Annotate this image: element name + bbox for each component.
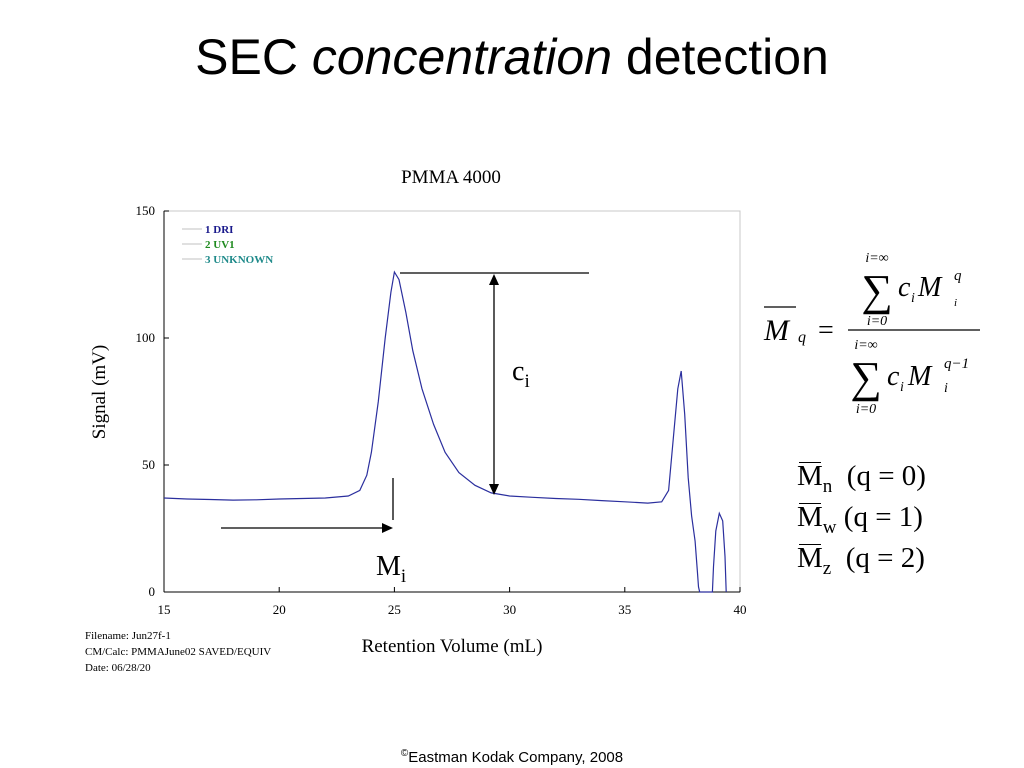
num-c-sub: i <box>911 291 915 306</box>
mi-label: Mi <box>376 551 406 587</box>
den-c-sub: i <box>900 380 904 395</box>
mi-arrowhead <box>382 523 393 533</box>
ci-arrowhead-down <box>489 484 499 495</box>
info-filename: Filename: Jun27f-1 <box>85 630 171 642</box>
legend-entry-uv1: 2 UV1 <box>205 239 235 251</box>
x-tick-label: 35 <box>618 602 631 617</box>
y-tick-label: 50 <box>142 457 155 472</box>
y-tick-label: 150 <box>136 203 156 218</box>
plot-frame <box>163 210 741 593</box>
title-part-detection: detection <box>612 29 829 85</box>
average-mw-sub: w <box>822 516 837 538</box>
y-axis-label: Signal (mV) <box>89 345 110 439</box>
num-lower-limit: i=0 <box>867 314 887 329</box>
mq-equation: M q = i=∞ ∑ i=0 c i M q i i=∞ ∑ i=0 c i … <box>763 251 980 417</box>
x-tick-label: 20 <box>273 602 286 617</box>
average-mw-condition: (q = 1) <box>843 501 923 533</box>
den-m-sub: i <box>944 381 948 396</box>
series-line-dri <box>163 270 727 593</box>
average-mn-symbol: M <box>797 460 823 492</box>
legend-entry-unknown: 3 UNKNOWN <box>205 254 273 266</box>
chart-title: PMMA 4000 <box>401 167 501 188</box>
title-part-concentration: concentration <box>311 29 613 85</box>
num-m-sub: i <box>954 297 957 309</box>
x-tick-label: 15 <box>158 602 171 617</box>
equals-sign: = <box>818 315 834 346</box>
x-ticks: 15 20 25 30 35 40 <box>158 587 747 617</box>
file-info: Filename: Jun27f-1 CM/Calc: PMMAJune02 S… <box>85 630 271 674</box>
average-mn: Mn (q = 0) <box>797 460 926 498</box>
title-part-sec: SEC <box>195 29 312 85</box>
average-mn-sub: n <box>822 475 833 497</box>
average-mw: Mw (q = 1) <box>797 501 923 539</box>
den-upper-limit: i=∞ <box>854 338 877 353</box>
average-mw-symbol: M <box>797 501 823 533</box>
den-sum-sign: ∑ <box>850 353 881 402</box>
num-c: c <box>898 272 911 303</box>
num-sum-sign: ∑ <box>861 266 892 315</box>
ci-arrowhead-up <box>489 274 499 285</box>
copyright-symbol: © <box>400 748 409 759</box>
num-upper-limit: i=∞ <box>865 251 888 266</box>
den-m: M <box>907 361 933 392</box>
num-m: M <box>917 272 943 303</box>
den-lower-limit: i=0 <box>856 402 876 417</box>
y-tick-label: 100 <box>136 330 156 345</box>
num-m-sup: q <box>954 268 962 284</box>
lhs-q: q <box>798 329 806 346</box>
info-date: Date: 06/28/20 <box>85 662 151 674</box>
info-cmcalc: CM/Calc: PMMAJune02 SAVED/EQUIV <box>85 646 271 658</box>
average-mz-condition: (q = 2) <box>845 542 925 574</box>
x-tick-label: 40 <box>734 602 747 617</box>
average-mz-sub: z <box>822 557 832 579</box>
x-tick-label: 30 <box>503 602 516 617</box>
lhs-m: M <box>763 314 791 347</box>
copyright-footer: ©Eastman Kodak Company, 2008 <box>0 748 1024 766</box>
average-mn-condition: (q = 0) <box>846 460 926 492</box>
y-tick-label: 0 <box>149 584 156 599</box>
y-ticks: 0 50 100 150 <box>136 203 169 599</box>
average-mz-symbol: M <box>797 542 823 574</box>
den-c: c <box>887 361 900 392</box>
copyright-text: Eastman Kodak Company, 2008 <box>408 749 624 766</box>
x-axis-label: Retention Volume (mL) <box>362 636 543 657</box>
average-mz: Mz (q = 2) <box>797 542 925 580</box>
legend: 1 DRI 2 UV1 3 UNKNOWN <box>182 224 273 266</box>
x-tick-label: 25 <box>388 602 401 617</box>
legend-entry-dri: 1 DRI <box>205 224 233 236</box>
ci-label: ci <box>512 356 530 392</box>
den-m-sup: q−1 <box>944 356 969 372</box>
slide-title: SEC concentration detection <box>0 30 1024 85</box>
